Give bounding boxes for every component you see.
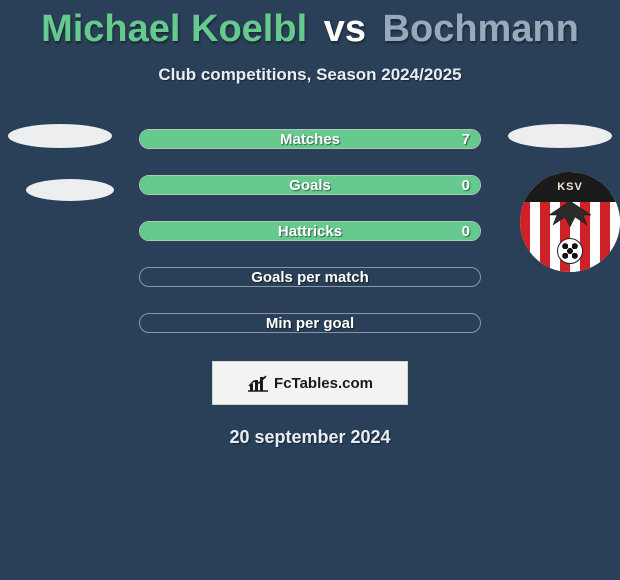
stat-row: Goals 0 bbox=[139, 175, 481, 195]
stat-label: Hattricks bbox=[278, 223, 342, 240]
club-badge: KSV bbox=[520, 172, 620, 272]
right-ellipse bbox=[508, 124, 612, 148]
stat-value-right: 7 bbox=[462, 131, 470, 148]
bars-icon bbox=[247, 374, 269, 392]
stat-label: Min per goal bbox=[266, 315, 354, 332]
stat-label: Goals bbox=[289, 177, 331, 194]
page-title: Michael Koelbl vs Bochmann bbox=[0, 0, 620, 51]
brand-inner: FcTables.com bbox=[247, 374, 373, 392]
eagle-icon bbox=[543, 197, 597, 231]
stat-row: Min per goal bbox=[139, 313, 481, 333]
subtitle: Club competitions, Season 2024/2025 bbox=[0, 65, 620, 85]
left-ellipse-1 bbox=[8, 124, 112, 148]
title-player1: Michael Koelbl bbox=[41, 8, 307, 50]
stat-row: Hattricks 0 bbox=[139, 221, 481, 241]
stat-value-right: 0 bbox=[462, 177, 470, 194]
stat-row: Matches 7 bbox=[139, 129, 481, 149]
stat-label: Goals per match bbox=[251, 269, 369, 286]
left-ellipse-2 bbox=[26, 179, 114, 201]
title-player2: Bochmann bbox=[383, 8, 579, 50]
stat-label: Matches bbox=[280, 131, 340, 148]
soccer-ball-icon bbox=[557, 238, 583, 264]
stat-row: Goals per match bbox=[139, 267, 481, 287]
badge-text: KSV bbox=[557, 181, 583, 193]
date-text: 20 september 2024 bbox=[0, 427, 620, 448]
brand-text: FcTables.com bbox=[274, 375, 373, 392]
stat-value-right: 0 bbox=[462, 223, 470, 240]
title-vs: vs bbox=[324, 8, 366, 50]
brand-box: FcTables.com bbox=[212, 361, 408, 405]
